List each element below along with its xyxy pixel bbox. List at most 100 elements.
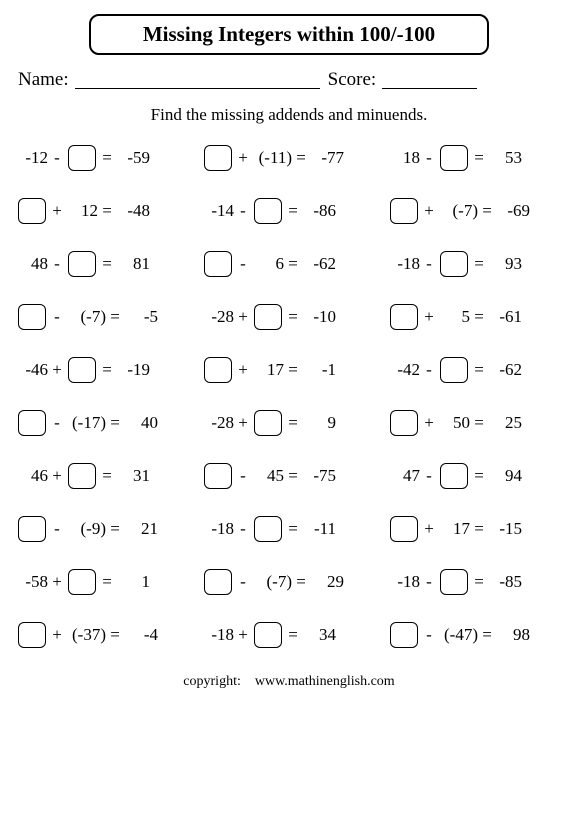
answer-blank[interactable]	[440, 145, 468, 171]
answer-blank[interactable]	[68, 569, 96, 595]
answer-blank[interactable]	[390, 622, 418, 648]
score-input-line[interactable]	[382, 71, 477, 89]
result: -75	[302, 466, 336, 486]
operand-a: 18	[388, 148, 420, 168]
equals-sign: =	[478, 625, 496, 645]
answer-blank[interactable]	[68, 145, 96, 171]
operator: -	[234, 572, 252, 592]
equals-sign: =	[284, 413, 302, 433]
answer-blank[interactable]	[390, 410, 418, 436]
equals-sign: =	[106, 625, 124, 645]
answer-blank[interactable]	[18, 622, 46, 648]
operator: +	[234, 307, 252, 327]
equals-sign: =	[470, 360, 488, 380]
result: 25	[488, 413, 522, 433]
operand-b: (-11)	[252, 148, 292, 168]
answer-blank[interactable]	[440, 251, 468, 277]
result: -77	[310, 148, 344, 168]
result: -15	[488, 519, 522, 539]
problem: +(-7)=-69	[388, 198, 562, 224]
equals-sign: =	[98, 466, 116, 486]
equals-sign: =	[284, 466, 302, 486]
result: 94	[488, 466, 522, 486]
equals-sign: =	[284, 254, 302, 274]
answer-blank[interactable]	[18, 198, 46, 224]
problem-grid: -12-=-59+(-11)=-7718-=53+12=-48-14-=-86+…	[14, 145, 564, 648]
operand-b: (-17)	[66, 413, 106, 433]
operand-a: -14	[202, 201, 234, 221]
answer-blank[interactable]	[254, 304, 282, 330]
answer-blank[interactable]	[204, 145, 232, 171]
result: 81	[116, 254, 150, 274]
answer-blank[interactable]	[204, 251, 232, 277]
equals-sign: =	[98, 201, 116, 221]
operand-a: -18	[388, 572, 420, 592]
answer-blank[interactable]	[440, 463, 468, 489]
problem: -45=-75	[202, 463, 376, 489]
equals-sign: =	[98, 148, 116, 168]
result: -19	[116, 360, 150, 380]
answer-blank[interactable]	[204, 569, 232, 595]
operator: +	[420, 201, 438, 221]
operand-b: 17	[438, 519, 470, 539]
operator: +	[420, 307, 438, 327]
result: -59	[116, 148, 150, 168]
operand-a: -18	[202, 625, 234, 645]
answer-blank[interactable]	[254, 198, 282, 224]
result: 9	[302, 413, 336, 433]
operand-a: 46	[16, 466, 48, 486]
operator: +	[48, 625, 66, 645]
operator: -	[420, 625, 438, 645]
result: -10	[302, 307, 336, 327]
header-row: Name: Score:	[18, 69, 560, 91]
result: -85	[488, 572, 522, 592]
answer-blank[interactable]	[390, 198, 418, 224]
answer-blank[interactable]	[440, 357, 468, 383]
name-input-line[interactable]	[75, 71, 320, 89]
operand-b: (-7)	[66, 307, 106, 327]
answer-blank[interactable]	[68, 251, 96, 277]
problem: +17=-15	[388, 516, 562, 542]
operator: +	[48, 466, 66, 486]
answer-blank[interactable]	[18, 516, 46, 542]
operand-a: -18	[388, 254, 420, 274]
equals-sign: =	[478, 201, 496, 221]
equals-sign: =	[292, 572, 310, 592]
answer-blank[interactable]	[254, 516, 282, 542]
equals-sign: =	[470, 413, 488, 433]
operator: +	[234, 413, 252, 433]
answer-blank[interactable]	[254, 410, 282, 436]
operand-b: (-37)	[66, 625, 106, 645]
answer-blank[interactable]	[440, 569, 468, 595]
answer-blank[interactable]	[18, 410, 46, 436]
operator: +	[234, 360, 252, 380]
answer-blank[interactable]	[68, 463, 96, 489]
equals-sign: =	[106, 413, 124, 433]
problem: -58+=1	[16, 569, 190, 595]
operator: -	[48, 413, 66, 433]
result: 98	[496, 625, 530, 645]
answer-blank[interactable]	[204, 357, 232, 383]
equals-sign: =	[470, 148, 488, 168]
operator: +	[48, 201, 66, 221]
result: -11	[302, 519, 336, 539]
answer-blank[interactable]	[254, 622, 282, 648]
operator: +	[420, 519, 438, 539]
equals-sign: =	[106, 307, 124, 327]
answer-blank[interactable]	[18, 304, 46, 330]
equals-sign: =	[106, 519, 124, 539]
answer-blank[interactable]	[390, 516, 418, 542]
problem: -(-47)=98	[388, 622, 562, 648]
instructions: Find the missing addends and minuends.	[14, 105, 564, 125]
equals-sign: =	[284, 307, 302, 327]
operator: -	[420, 466, 438, 486]
operand-a: 47	[388, 466, 420, 486]
answer-blank[interactable]	[68, 357, 96, 383]
result: 53	[488, 148, 522, 168]
problem: -28+=-10	[202, 304, 376, 330]
problem: -(-9)=21	[16, 516, 190, 542]
operand-a: -42	[388, 360, 420, 380]
answer-blank[interactable]	[390, 304, 418, 330]
problem: -12-=-59	[16, 145, 190, 171]
answer-blank[interactable]	[204, 463, 232, 489]
